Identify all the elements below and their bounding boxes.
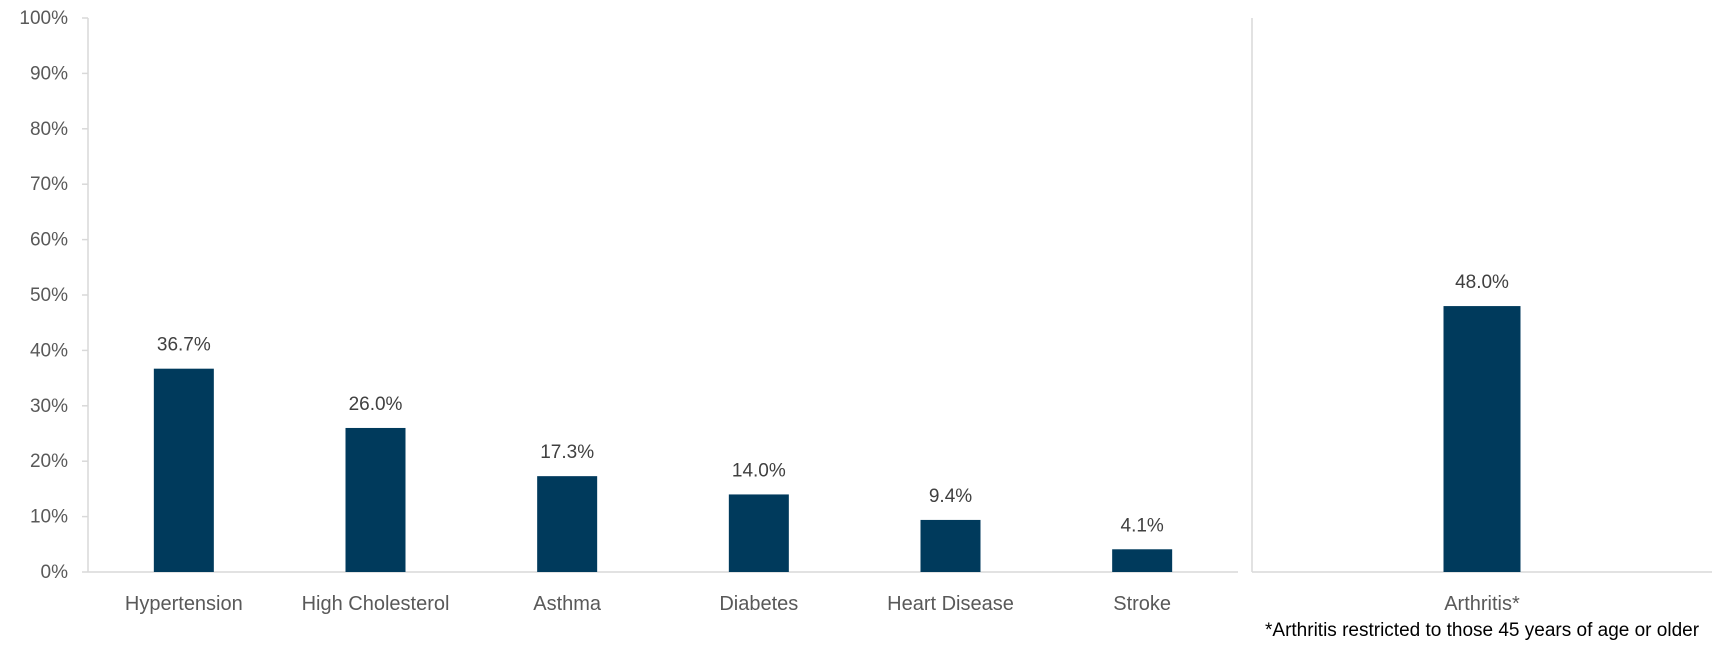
y-tick-label: 10%: [30, 507, 68, 528]
y-tick-label: 0%: [41, 562, 69, 583]
data-label: 26.0%: [349, 394, 403, 415]
data-label: 14.0%: [732, 460, 786, 481]
y-tick-label: 70%: [30, 174, 68, 195]
bar: [345, 427, 406, 572]
y-tick-label: 100%: [19, 8, 68, 29]
bar: [1112, 549, 1173, 572]
y-tick-label: 50%: [30, 285, 68, 306]
right-bar-chart: 48.0% Arthritis*: [1251, 18, 1712, 615]
category-label: Asthma: [533, 593, 602, 615]
bar: [153, 368, 214, 572]
bar: [537, 476, 598, 572]
footnote: *Arthritis restricted to those 45 years …: [1265, 620, 1700, 641]
y-tick-label: 30%: [30, 396, 68, 417]
data-label: 9.4%: [929, 486, 972, 507]
y-tick-label: 80%: [30, 119, 68, 140]
bar: [920, 519, 981, 572]
y-tick-label: 40%: [30, 340, 68, 361]
category-label: Hypertension: [125, 593, 243, 615]
y-tick-label: 90%: [30, 63, 68, 84]
category-label: Arthritis*: [1444, 593, 1520, 615]
data-label: 17.3%: [540, 442, 594, 463]
category-label: Heart Disease: [887, 593, 1014, 615]
data-label: 4.1%: [1121, 515, 1164, 536]
left-bar-chart: 0% 10% 20% 30% 40% 50% 60% 70% 80% 90% 100% 36.7% Hy…: [19, 8, 1238, 615]
category-label: Diabetes: [719, 593, 798, 615]
bar: [728, 494, 789, 572]
data-label: 48.0%: [1455, 272, 1509, 293]
bar: [1443, 306, 1521, 572]
category-label: Stroke: [1113, 593, 1171, 615]
data-label: 36.7%: [157, 335, 211, 356]
y-tick-label: 60%: [30, 230, 68, 251]
category-label: High Cholesterol: [302, 593, 450, 615]
y-tick-label: 20%: [30, 451, 68, 472]
